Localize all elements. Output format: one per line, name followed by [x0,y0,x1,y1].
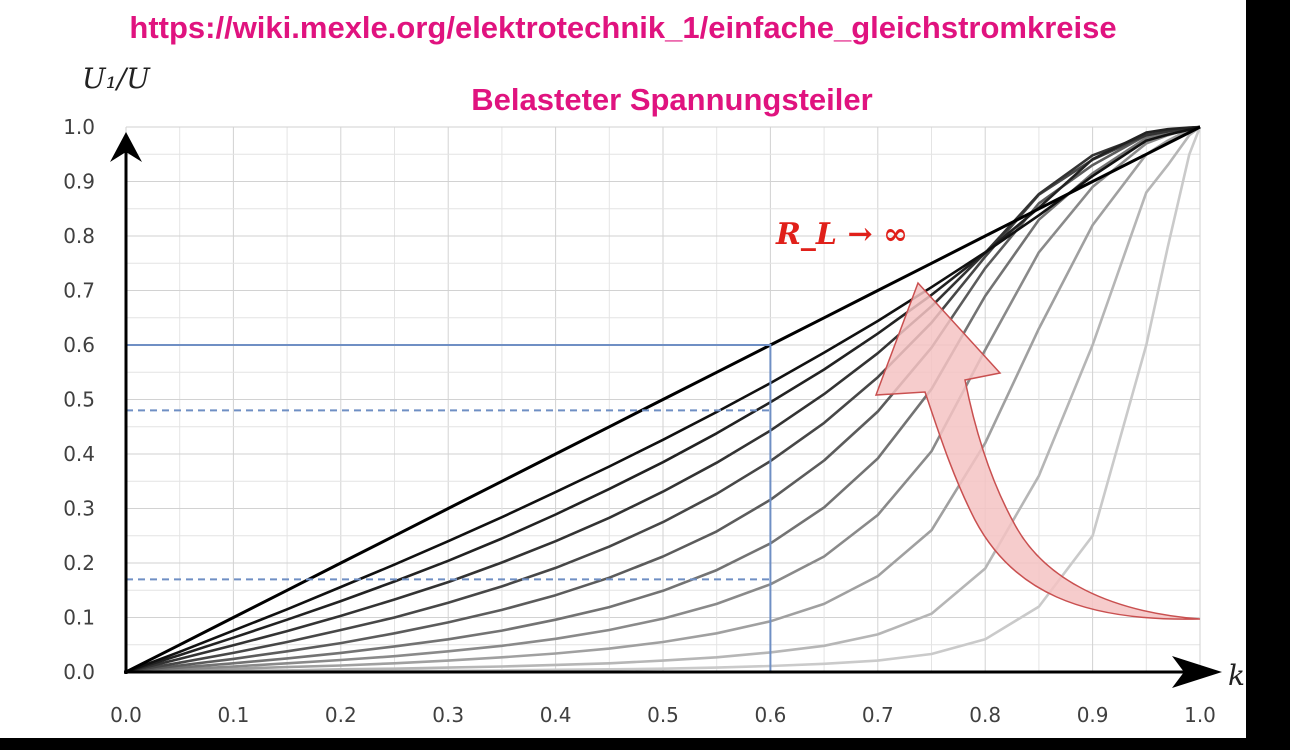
x-tick-label: 0.3 [432,703,464,727]
y-tick-label: 0.9 [63,170,95,194]
x-axis-label: k [1228,659,1245,692]
series-line [125,125,1201,674]
chart-title: Belasteter Spannungsteiler [471,82,872,117]
x-tick-label: 1.0 [1184,703,1216,727]
x-tick-label: 0.4 [540,703,572,727]
reference-lines [126,344,772,672]
source-url: https://wiki.mexle.org/elektrotechnik_1/… [129,10,1117,45]
tick-labels: 0.0 0.1 0.2 0.3 0.4 0.5 0.6 0.7 0.8 0.9 1.0 0.0 0.1 0… [63,115,1216,727]
x-tick-label: 0.8 [969,703,1001,727]
y-tick-label: 0.0 [63,660,95,684]
series-line [125,125,1201,674]
axes [110,132,1222,688]
y-tick-label: 0.7 [63,279,95,303]
curves [125,125,1202,674]
series-line [125,125,1201,674]
series-line [125,125,1201,674]
reference-line [126,344,772,672]
y-tick-label: 0.3 [63,497,95,521]
y-tick-label: 0.1 [63,606,95,630]
series-line [125,125,1201,674]
x-tick-label: 0.6 [754,703,786,727]
y-tick-label: 0.2 [63,551,95,575]
y-axis-arrow-icon [110,132,142,162]
series-line [125,125,1201,674]
annotation-rl-infinity: R_L → ∞ [775,217,908,252]
x-tick-label: 0.5 [647,703,679,727]
curved-arrow-icon [874,281,1201,620]
x-tick-label: 0.9 [1077,703,1109,727]
y-tick-label: 0.5 [63,388,95,412]
y-axis-label: U₁/U [82,62,151,95]
annotation-arrow [874,281,1201,620]
y-tick-label: 0.6 [63,333,95,357]
y-tick-label: 0.4 [63,442,95,466]
x-tick-label: 0.0 [110,703,142,727]
x-tick-label: 0.1 [217,703,249,727]
y-tick-label: 0.8 [63,224,95,248]
x-axis-arrow-icon [1172,656,1222,688]
chart-panel [0,0,1246,738]
x-tick-label: 0.7 [862,703,894,727]
y-tick-label: 1.0 [63,115,95,139]
series-line [125,125,1201,674]
x-tick-label: 0.2 [325,703,357,727]
series-line [125,125,1201,674]
